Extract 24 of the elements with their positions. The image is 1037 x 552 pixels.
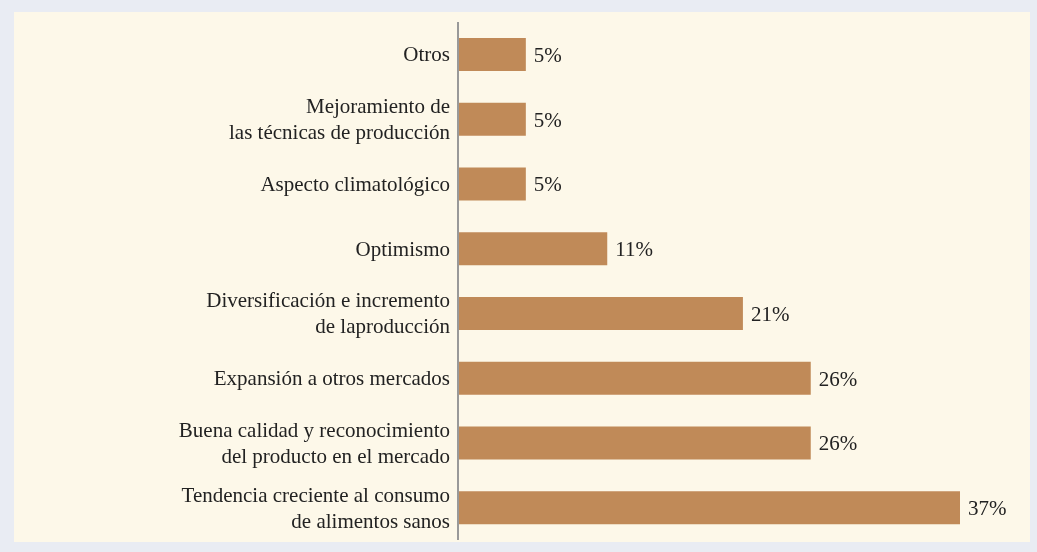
bar — [458, 38, 526, 71]
data-label: 26% — [818, 366, 858, 391]
y-tick-label: Expansión a otros mercados — [213, 366, 450, 391]
y-tick-label: Aspecto climatológico — [260, 171, 450, 196]
data-label: 5% — [533, 107, 562, 132]
data-label: 5% — [533, 172, 562, 197]
data-label: 26% — [818, 431, 858, 456]
data-label: 5% — [533, 42, 562, 67]
y-tick-label: Buena calidad y reconocimiento del producto en el mercado — [178, 417, 450, 468]
y-tick-label: Otros — [403, 42, 450, 67]
bar — [458, 167, 526, 201]
bar — [458, 297, 743, 330]
data-label: 11% — [615, 237, 653, 262]
y-tick-label: Tendencia creciente al consumo de alimentos sanos — [181, 482, 450, 533]
y-tick-label: Optimismo — [355, 236, 450, 261]
bar — [458, 491, 960, 525]
bar — [458, 232, 608, 266]
data-label: 21% — [750, 301, 790, 326]
bar — [458, 361, 811, 395]
data-label: 37% — [968, 496, 1007, 521]
bar — [458, 426, 811, 460]
y-tick-label: Mejoramiento de las técnicas de producción — [229, 94, 451, 145]
y-tick-label: Diversificación e incremento de laproducción — [206, 288, 451, 339]
bar — [458, 102, 526, 136]
